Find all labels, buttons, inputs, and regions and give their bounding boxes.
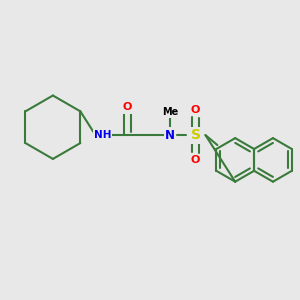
Text: Me: Me	[162, 107, 178, 117]
Text: S: S	[190, 128, 201, 142]
Text: O: O	[191, 155, 200, 165]
Text: O: O	[191, 105, 200, 116]
Text: N: N	[165, 129, 175, 142]
Text: NH: NH	[94, 130, 111, 140]
Text: O: O	[122, 102, 132, 112]
